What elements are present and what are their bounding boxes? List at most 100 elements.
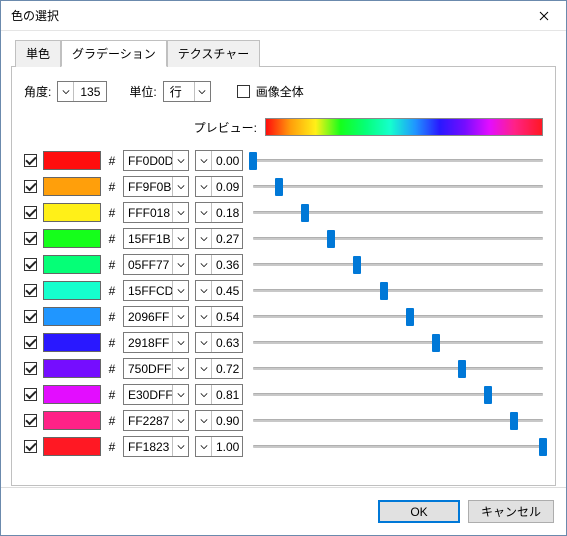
stop-pos-value[interactable]: 1.00 [212, 440, 242, 454]
stop-slider[interactable] [253, 254, 543, 275]
slider-thumb[interactable] [249, 152, 257, 170]
stop-hex-value[interactable]: 750DFF [124, 362, 172, 376]
angle-value[interactable]: 135 [74, 85, 106, 99]
slider-thumb[interactable] [458, 360, 466, 378]
stop-slider[interactable] [253, 280, 543, 301]
stop-pos-value[interactable]: 0.63 [212, 336, 242, 350]
stop-swatch[interactable] [43, 385, 101, 404]
stop-enabled-checkbox[interactable] [24, 180, 37, 193]
slider-thumb[interactable] [510, 412, 518, 430]
stop-hex-combo[interactable]: 15FF1B [123, 228, 189, 249]
stop-pos-value[interactable]: 0.81 [212, 388, 242, 402]
stop-hex-value[interactable]: FF9F0B [124, 180, 172, 194]
chevron-down-icon[interactable] [196, 359, 212, 378]
stop-enabled-checkbox[interactable] [24, 440, 37, 453]
chevron-down-icon[interactable] [196, 437, 212, 456]
stop-swatch[interactable] [43, 203, 101, 222]
slider-thumb[interactable] [380, 282, 388, 300]
chevron-down-icon[interactable] [58, 82, 74, 101]
chevron-down-icon[interactable] [172, 437, 188, 456]
stop-pos-value[interactable]: 0.00 [212, 154, 242, 168]
stop-pos-value[interactable]: 0.27 [212, 232, 242, 246]
whole-image-checkbox[interactable] [237, 85, 250, 98]
stop-enabled-checkbox[interactable] [24, 284, 37, 297]
stop-pos-combo[interactable]: 0.45 [195, 280, 243, 301]
stop-pos-value[interactable]: 0.09 [212, 180, 242, 194]
stop-enabled-checkbox[interactable] [24, 310, 37, 323]
tab-0[interactable]: 単色 [15, 40, 61, 67]
chevron-down-icon[interactable] [196, 281, 212, 300]
stop-hex-combo[interactable]: 750DFF [123, 358, 189, 379]
stop-pos-combo[interactable]: 0.72 [195, 358, 243, 379]
chevron-down-icon[interactable] [172, 359, 188, 378]
chevron-down-icon[interactable] [196, 203, 212, 222]
unit-combo[interactable]: 行 [163, 81, 211, 102]
slider-thumb[interactable] [301, 204, 309, 222]
chevron-down-icon[interactable] [196, 333, 212, 352]
tab-2[interactable]: テクスチャー [167, 40, 261, 67]
stop-hex-combo[interactable]: FFF018 [123, 202, 189, 223]
chevron-down-icon[interactable] [172, 307, 188, 326]
chevron-down-icon[interactable] [196, 411, 212, 430]
stop-slider[interactable] [253, 176, 543, 197]
chevron-down-icon[interactable] [172, 411, 188, 430]
stop-pos-combo[interactable]: 0.00 [195, 150, 243, 171]
stop-swatch[interactable] [43, 151, 101, 170]
stop-swatch[interactable] [43, 229, 101, 248]
stop-slider[interactable] [253, 202, 543, 223]
slider-thumb[interactable] [539, 438, 547, 456]
stop-swatch[interactable] [43, 307, 101, 326]
stop-hex-combo[interactable]: FF1823 [123, 436, 189, 457]
slider-thumb[interactable] [432, 334, 440, 352]
stop-pos-combo[interactable]: 0.18 [195, 202, 243, 223]
stop-hex-combo[interactable]: 2096FF [123, 306, 189, 327]
slider-thumb[interactable] [275, 178, 283, 196]
chevron-down-icon[interactable] [196, 307, 212, 326]
stop-pos-combo[interactable]: 0.09 [195, 176, 243, 197]
slider-thumb[interactable] [484, 386, 492, 404]
stop-pos-value[interactable]: 0.54 [212, 310, 242, 324]
chevron-down-icon[interactable] [172, 229, 188, 248]
slider-thumb[interactable] [327, 230, 335, 248]
stop-hex-value[interactable]: FF1823 [124, 440, 172, 454]
stop-enabled-checkbox[interactable] [24, 206, 37, 219]
stop-hex-combo[interactable]: 15FFCD [123, 280, 189, 301]
stop-pos-combo[interactable]: 1.00 [195, 436, 243, 457]
chevron-down-icon[interactable] [196, 255, 212, 274]
stop-swatch[interactable] [43, 437, 101, 456]
stop-enabled-checkbox[interactable] [24, 388, 37, 401]
stop-pos-combo[interactable]: 0.27 [195, 228, 243, 249]
chevron-down-icon[interactable] [172, 203, 188, 222]
stop-swatch[interactable] [43, 333, 101, 352]
stop-pos-combo[interactable]: 0.90 [195, 410, 243, 431]
slider-thumb[interactable] [406, 308, 414, 326]
chevron-down-icon[interactable] [196, 229, 212, 248]
ok-button[interactable]: OK [378, 500, 460, 523]
stop-hex-value[interactable]: 2918FF [124, 336, 172, 350]
stop-pos-combo[interactable]: 0.81 [195, 384, 243, 405]
chevron-down-icon[interactable] [172, 333, 188, 352]
stop-enabled-checkbox[interactable] [24, 414, 37, 427]
stop-pos-combo[interactable]: 0.36 [195, 254, 243, 275]
chevron-down-icon[interactable] [172, 255, 188, 274]
stop-hex-value[interactable]: E30DFF [124, 388, 172, 402]
stop-slider[interactable] [253, 150, 543, 171]
stop-pos-combo[interactable]: 0.63 [195, 332, 243, 353]
stop-slider[interactable] [253, 228, 543, 249]
stop-enabled-checkbox[interactable] [24, 336, 37, 349]
stop-hex-value[interactable]: 15FF1B [124, 232, 172, 246]
stop-enabled-checkbox[interactable] [24, 232, 37, 245]
stop-hex-value[interactable]: FF2287 [124, 414, 172, 428]
stop-pos-value[interactable]: 0.36 [212, 258, 242, 272]
stop-slider[interactable] [253, 436, 543, 457]
stop-hex-combo[interactable]: FF0D0D [123, 150, 189, 171]
stop-slider[interactable] [253, 358, 543, 379]
stop-pos-value[interactable]: 0.18 [212, 206, 242, 220]
stop-swatch[interactable] [43, 411, 101, 430]
stop-slider[interactable] [253, 332, 543, 353]
stop-hex-combo[interactable]: 2918FF [123, 332, 189, 353]
stop-hex-value[interactable]: 15FFCD [124, 284, 172, 298]
stop-hex-combo[interactable]: FF9F0B [123, 176, 189, 197]
chevron-down-icon[interactable] [172, 151, 188, 170]
stop-swatch[interactable] [43, 255, 101, 274]
